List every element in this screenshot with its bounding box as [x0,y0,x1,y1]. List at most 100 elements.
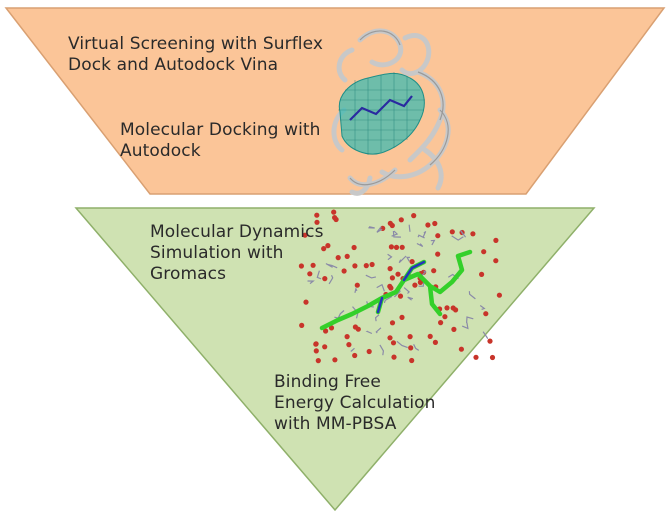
solvent-molecule [375,327,382,334]
water-molecule [322,276,328,282]
solvent-molecule [392,230,401,238]
water-molecule [493,237,499,243]
water-molecule [473,354,479,360]
solvent-molecule [316,270,322,280]
water-molecule [346,342,352,348]
stage-line: Gromacs [150,264,227,284]
solvent-molecule [387,253,393,261]
stage-virtual-screening: Virtual Screening with Surflex Dock and … [68,34,323,76]
water-molecule [481,249,487,255]
water-molecule [298,263,304,269]
water-molecule [408,345,414,351]
water-molecule [341,268,347,274]
water-molecule [331,209,337,215]
water-molecule [483,311,489,317]
solvent-molecule [422,230,427,238]
solvent-molecule [466,316,474,323]
water-molecule [299,322,305,328]
water-molecule [411,213,417,219]
water-molecule [344,253,350,259]
water-molecule [389,275,395,281]
water-molecule [393,244,400,250]
water-molecule [303,299,309,305]
solvent-molecule [307,280,315,285]
water-molecule [302,232,308,238]
stage-molecular-dynamics: Molecular Dynamics Simulation with Groma… [150,222,324,285]
water-molecule [427,333,433,339]
solvent-molecule [403,287,410,294]
water-molecule [313,341,319,347]
md-simulation-icon [298,209,502,364]
water-molecule [409,259,415,265]
solvent-molecule [328,275,334,285]
water-molecule [352,263,358,269]
water-molecule [449,229,455,235]
water-molecule [399,314,405,320]
water-molecule [387,335,393,341]
water-molecule [315,358,321,364]
water-molecule [397,293,404,299]
water-molecule [332,357,338,363]
water-molecule [325,243,331,249]
water-molecule [442,314,448,320]
water-molecule [391,354,397,360]
water-molecule [354,282,360,288]
water-molecule [314,212,320,218]
stage-molecular-docking: Molecular Docking with Autodock [120,120,321,162]
stage-line: Autodock [120,141,201,161]
water-molecule [489,354,496,361]
solvent-molecule [408,224,411,232]
top-triangle [4,7,666,195]
stage-line: Simulation with [150,243,284,263]
water-molecule [389,320,396,326]
water-molecule [432,339,438,345]
solvent-molecule [374,314,380,322]
water-molecule [366,348,372,355]
stage-line: with MM-PBSA [274,414,397,434]
water-molecule [435,251,441,257]
stage-line: Binding Free [274,372,381,392]
stage-binding-free-energy: Binding Free Energy Calculation with MM-… [274,372,436,435]
water-molecule [487,338,493,344]
water-molecule [344,334,350,340]
water-molecule [409,357,415,364]
water-molecule [444,305,450,311]
stage-line: Molecular Docking with [120,120,321,140]
water-molecule [314,219,320,225]
water-molecule [335,255,341,261]
solvent-molecule [416,242,424,248]
water-molecule [412,282,418,288]
water-molecule [450,305,456,311]
solvent-molecule [398,255,407,264]
water-molecule [438,320,444,326]
water-molecule [479,271,485,277]
water-molecule [390,340,397,346]
solvent-molecule [461,322,469,330]
solvent-molecule [396,340,408,349]
solvent-molecule [326,263,338,269]
solvent-molecule [376,226,383,233]
water-molecule [407,334,413,340]
solvent-molecule [459,230,467,238]
solvent-molecule [383,295,393,304]
solvent-molecule [479,305,486,310]
stage-line: Dock and Autodock Vina [68,55,279,75]
water-molecule [323,328,329,334]
protein-structure-icon [331,28,451,196]
water-molecule [351,244,357,251]
water-molecule [425,222,431,228]
solvent-molecule [365,274,377,279]
solvent-molecule [430,239,436,246]
solvent-molecule [420,270,427,277]
solvent-molecule [417,234,425,239]
water-molecule [470,231,476,237]
water-molecule [363,263,369,269]
water-molecule [387,283,393,289]
solvent-molecule [354,287,358,293]
water-molecule [432,220,438,227]
water-molecule [388,244,394,250]
water-molecule [352,352,358,359]
water-molecule [398,217,404,223]
water-molecule [369,261,375,268]
